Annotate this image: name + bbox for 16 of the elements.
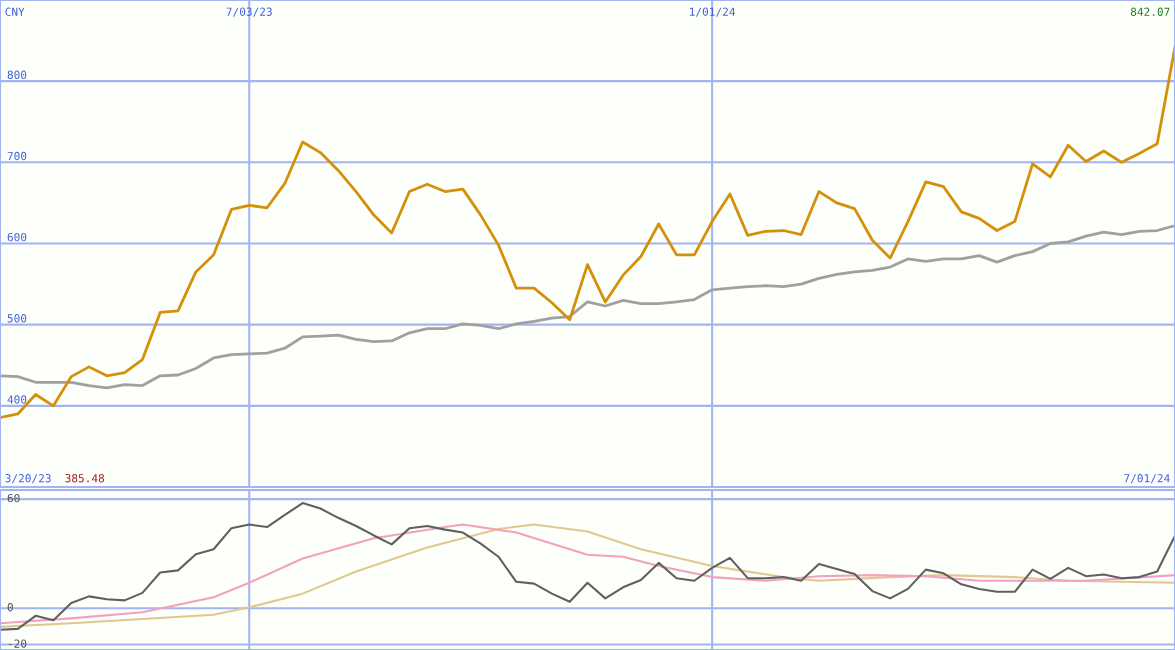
annotation: 842.07 xyxy=(1130,7,1170,16)
y-tick-label: 500 xyxy=(7,314,27,323)
y-tick-label: 60 xyxy=(7,493,20,503)
y-tick-label: 400 xyxy=(7,395,27,404)
annotation: 385.48 xyxy=(65,474,105,483)
x-tick-label: 1/01/24 xyxy=(690,7,735,17)
y-tick-label: 600 xyxy=(7,232,27,242)
y-tick-label: 0 xyxy=(7,603,13,612)
y-tick-label: -20 xyxy=(8,639,27,648)
y-tick-label: 800 xyxy=(7,70,27,80)
annotation: 7/01/24 xyxy=(1124,474,1170,484)
annotation: 3/20/23 xyxy=(5,474,51,484)
annotation: CNY xyxy=(5,7,25,16)
x-tick-label: 7/03/23 xyxy=(226,7,272,17)
line-series xyxy=(0,502,1175,631)
y-tick-label: 700 xyxy=(7,151,27,161)
